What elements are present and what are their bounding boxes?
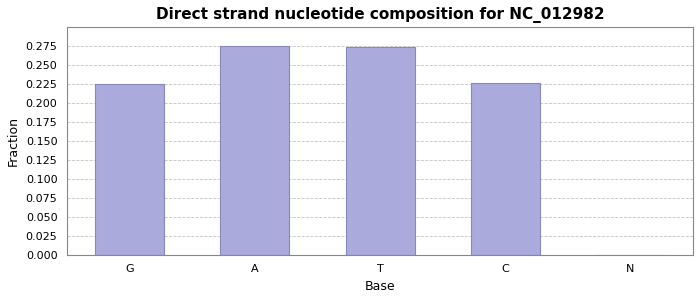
Bar xyxy=(346,47,414,255)
Y-axis label: Fraction: Fraction xyxy=(7,116,20,166)
Bar xyxy=(220,46,289,255)
Title: Direct strand nucleotide composition for NC_012982: Direct strand nucleotide composition for… xyxy=(156,7,604,23)
X-axis label: Base: Base xyxy=(365,280,395,293)
Bar xyxy=(95,84,164,255)
Bar xyxy=(471,83,540,255)
